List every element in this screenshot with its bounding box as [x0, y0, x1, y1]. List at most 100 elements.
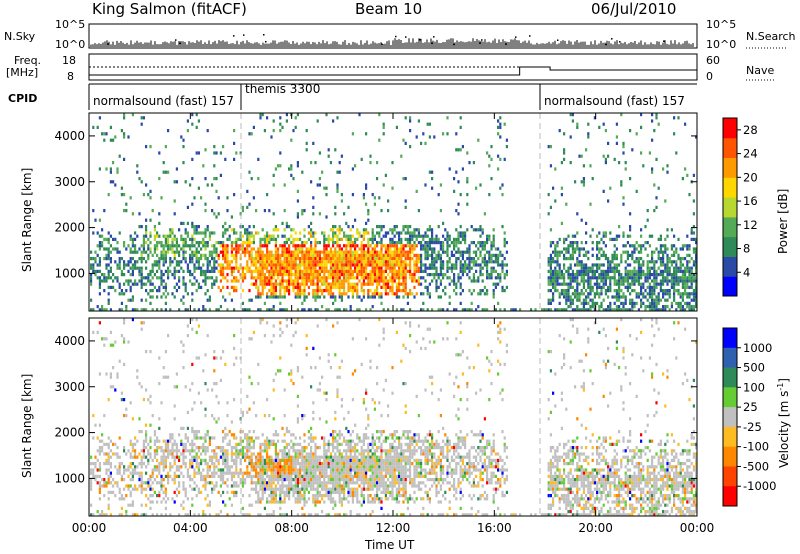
power-cell	[692, 289, 695, 293]
power-cell	[310, 247, 313, 251]
power-cell	[299, 289, 302, 293]
power-cell	[215, 177, 218, 181]
power-cell	[219, 279, 222, 283]
power-cell	[411, 276, 414, 280]
power-cell	[492, 244, 495, 248]
power-cell	[384, 266, 387, 270]
power-cell	[215, 276, 218, 280]
power-cell	[327, 148, 330, 152]
velocity-cell	[197, 471, 200, 475]
velocity-cell	[193, 474, 196, 478]
power-cell	[675, 279, 678, 283]
velocity-cell	[160, 455, 163, 459]
power-cell	[459, 125, 462, 129]
velocity-cell	[213, 465, 216, 469]
velocity-cell	[112, 385, 115, 389]
power-cell	[202, 164, 205, 168]
power-cell	[301, 170, 304, 174]
power-cell	[395, 247, 398, 251]
power-cell	[321, 305, 324, 309]
power-cell	[343, 244, 346, 248]
velocity-cell	[145, 487, 148, 491]
power-cell	[400, 244, 403, 248]
velocity-cell	[202, 484, 205, 488]
power-cell	[681, 276, 684, 280]
power-cell	[596, 244, 599, 248]
power-cell	[549, 289, 552, 293]
power-cell	[193, 269, 196, 273]
power-cell	[490, 241, 493, 245]
velocity-cell	[193, 436, 196, 440]
power-cell	[481, 260, 484, 264]
power-cell	[593, 116, 596, 120]
power-cell	[373, 257, 376, 261]
power-cell	[274, 289, 277, 293]
power-cell	[404, 177, 407, 181]
power-cell	[406, 250, 409, 254]
power-cell	[413, 247, 416, 251]
power-cell	[164, 285, 167, 289]
power-cell	[248, 202, 251, 206]
power-cell	[268, 209, 271, 213]
velocity-cell	[208, 513, 211, 517]
power-cell	[312, 234, 315, 238]
power-cell	[376, 241, 379, 245]
power-cell	[358, 234, 361, 238]
velocity-cell	[140, 513, 143, 517]
power-cell	[582, 276, 585, 280]
power-cell	[618, 273, 621, 277]
power-cell	[329, 295, 332, 299]
power-cell	[395, 269, 398, 273]
power-cell	[175, 250, 178, 254]
power-cell	[263, 263, 266, 267]
power-cell	[600, 276, 603, 280]
power-cell	[657, 186, 660, 190]
velocity-cell	[206, 462, 209, 466]
power-cell	[332, 260, 335, 264]
power-cell	[554, 285, 557, 289]
velocity-cell	[94, 465, 97, 469]
power-cell	[288, 273, 291, 277]
power-cell	[653, 129, 656, 133]
power-cell	[191, 113, 194, 117]
power-cell	[250, 177, 253, 181]
power-cell	[373, 253, 376, 257]
power-cell	[384, 260, 387, 264]
velocity-cell	[191, 382, 194, 386]
power-cell	[226, 209, 229, 213]
power-cell	[455, 244, 458, 248]
power-cell	[571, 308, 574, 312]
velocity-cell	[191, 497, 194, 501]
power-cell	[167, 276, 170, 280]
power-cell	[651, 113, 654, 117]
power-cell	[118, 266, 121, 270]
power-cell	[391, 231, 394, 235]
power-cell	[483, 263, 486, 267]
power-cell	[347, 257, 350, 261]
power-cell	[323, 289, 326, 293]
power-cell	[193, 250, 196, 254]
power-cell	[391, 289, 394, 293]
power-cell	[270, 295, 273, 299]
power-cell	[681, 177, 684, 181]
power-cell	[448, 301, 451, 305]
power-cell	[391, 276, 394, 280]
velocity-cell	[164, 490, 167, 494]
power-cell	[107, 193, 110, 197]
power-cell	[637, 269, 640, 273]
power-cell	[675, 273, 678, 277]
velocity-cell	[107, 468, 110, 472]
power-cell	[692, 260, 695, 264]
power-cell	[296, 295, 299, 299]
power-cell	[492, 228, 495, 232]
power-cell	[591, 269, 594, 273]
power-cell	[101, 305, 104, 309]
velocity-cell	[116, 455, 119, 459]
velocity-cell	[158, 471, 161, 475]
power-cell	[666, 305, 669, 309]
power-cell	[431, 247, 434, 251]
power-cell	[233, 141, 236, 145]
power-cell	[635, 269, 638, 273]
power-cell	[151, 295, 154, 299]
velocity-cell	[127, 474, 130, 478]
